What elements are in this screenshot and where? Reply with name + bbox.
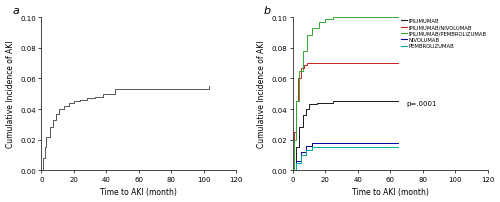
Text: p=.0001: p=.0001 — [406, 100, 436, 106]
X-axis label: Time to AKI (month): Time to AKI (month) — [100, 187, 178, 197]
Y-axis label: Cumulative Incidence of AKI: Cumulative Incidence of AKI — [257, 41, 266, 148]
Legend: IPILIMUMAB, IPILIMUMAB/NIVOLUMAB, IPILIMUMAB/PEMBROLIZUMAB, NIVOLUMAB, PEMBROLIZ: IPILIMUMAB, IPILIMUMAB/NIVOLUMAB, IPILIM… — [400, 19, 486, 49]
Text: a: a — [12, 6, 19, 16]
Text: b: b — [264, 6, 270, 16]
Y-axis label: Cumulative Incidence of AKI: Cumulative Incidence of AKI — [6, 41, 15, 148]
X-axis label: Time to AKI (month): Time to AKI (month) — [352, 187, 428, 197]
